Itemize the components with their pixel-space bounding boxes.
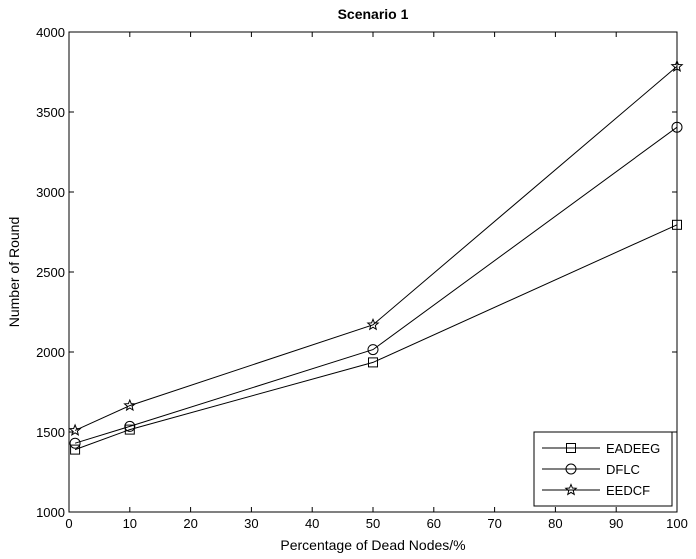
x-tick-label: 40 [305, 516, 319, 531]
legend: EADEEG DFLC EEDCF [533, 431, 673, 507]
y-tick-label: 2000 [36, 345, 65, 360]
point-eedcf [123, 398, 137, 412]
legend-label-eedcf: EEDCF [606, 483, 650, 498]
axis-ticks: 0 10 20 30 40 50 60 70 80 90 100 1000 1500 2000 2500 30… [36, 25, 688, 531]
y-tick-label: 3500 [36, 105, 65, 120]
point-dflc [671, 121, 683, 133]
point-dflc [69, 437, 81, 449]
point-eadeeg [672, 219, 682, 230]
legend-label-eadeeg: EADEEG [606, 441, 660, 456]
point-eedcf [670, 59, 684, 72]
legend-marker-eadeeg [566, 443, 576, 453]
x-tick-label: 70 [487, 516, 501, 531]
x-tick-label: 30 [244, 516, 258, 531]
y-tick-label: 4000 [36, 25, 65, 40]
point-dflc [124, 420, 136, 432]
y-tick-label: 2500 [36, 265, 65, 280]
x-tick-label: 90 [609, 516, 623, 531]
x-tick-label: 10 [123, 516, 137, 531]
legend-marker-dflc [565, 463, 577, 475]
x-tick-label: 80 [548, 516, 562, 531]
point-eadeeg [124, 424, 135, 435]
series-line-dflc [74, 126, 678, 444]
x-tick-label: 100 [666, 516, 688, 531]
series-layer [68, 59, 684, 455]
x-tick-label: 20 [183, 516, 197, 531]
x-tick-label: 50 [366, 516, 380, 531]
y-tick-label: 1000 [36, 505, 65, 520]
point-eadeeg [70, 444, 81, 455]
x-tick-label: 0 [65, 516, 72, 531]
chart-title: Scenario 1 [338, 6, 409, 22]
series-line-eadeeg [74, 224, 678, 451]
legend-label-dflc: DFLC [606, 462, 640, 477]
point-eedcf [68, 423, 82, 436]
x-axis-label: Percentage of Dead Nodes/% [280, 537, 465, 553]
y-axis-label: Number of Round [6, 217, 22, 328]
y-tick-label: 1500 [36, 425, 65, 440]
point-eedcf [366, 317, 380, 331]
legend-marker-eedcf [564, 483, 578, 496]
series-line-eedcf [74, 66, 678, 431]
point-eadeeg [368, 357, 378, 368]
y-tick-label: 3000 [36, 185, 65, 200]
x-tick-label: 60 [427, 516, 441, 531]
point-dflc [367, 344, 379, 356]
